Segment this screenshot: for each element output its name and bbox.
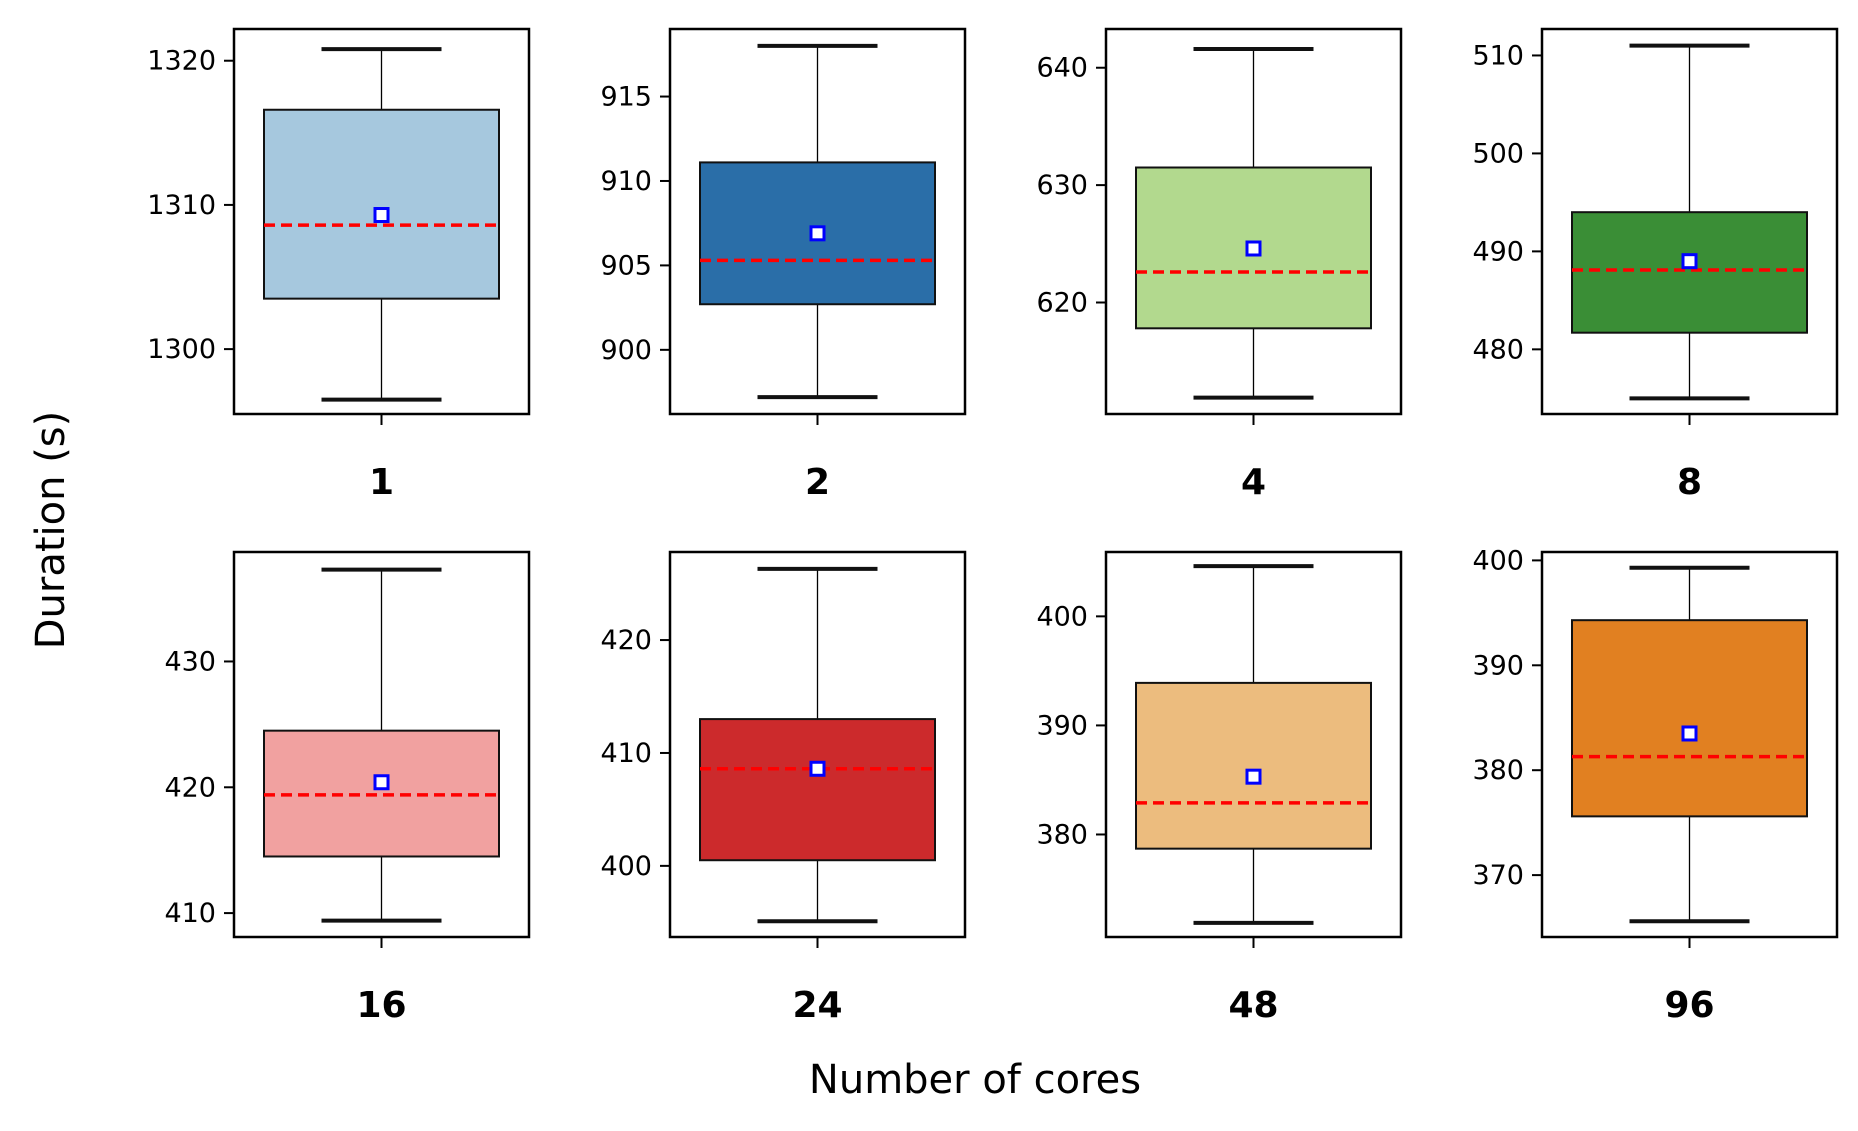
category-label: 4 xyxy=(1241,462,1266,503)
category-label: 24 xyxy=(792,985,842,1026)
y-tick-label: 400 xyxy=(1036,601,1088,632)
y-tick-label: 630 xyxy=(1036,170,1088,201)
y-tick-label: 490 xyxy=(1472,236,1524,267)
box-panel-48: 380 390 400 48 xyxy=(1036,550,1403,1026)
y-tick-label: 400 xyxy=(1472,545,1524,576)
mean-marker xyxy=(373,207,390,224)
box-panel-4: 620 630 640 4 xyxy=(1036,27,1403,503)
y-tick-label: 420 xyxy=(600,625,652,656)
mean-marker xyxy=(1681,725,1698,742)
iqr-box xyxy=(1571,619,1808,818)
category-label: 96 xyxy=(1664,985,1714,1026)
y-tick-label: 905 xyxy=(600,250,652,281)
y-tick-label: 390 xyxy=(1472,650,1524,681)
y-tick-label: 1310 xyxy=(147,190,216,221)
y-tick-label: 380 xyxy=(1036,819,1088,850)
y-tick-label: 400 xyxy=(600,851,652,882)
y-tick-label: 510 xyxy=(1472,40,1524,71)
y-tick-label: 430 xyxy=(164,646,216,677)
box-panel-1: 1300 1310 1320 1 xyxy=(147,27,531,503)
x-axis-title: Number of cores xyxy=(809,1057,1141,1103)
box-panel-24: 400 410 420 24 xyxy=(600,550,967,1026)
y-tick-label: 640 xyxy=(1036,53,1088,84)
box-panel-16: 410 420 430 16 xyxy=(164,550,531,1026)
y-tick-label: 390 xyxy=(1036,710,1088,741)
category-label: 1 xyxy=(369,462,394,503)
y-tick-label: 410 xyxy=(164,898,216,929)
y-tick-label: 370 xyxy=(1472,860,1524,891)
y-tick-label: 1300 xyxy=(147,334,216,365)
category-label: 16 xyxy=(356,985,406,1026)
y-tick-label: 1320 xyxy=(147,46,216,77)
mean-marker xyxy=(809,760,826,777)
y-tick-label: 900 xyxy=(600,335,652,366)
panel-grid: 1300131013201900905910915262063064044804… xyxy=(147,27,1839,1026)
y-tick-label: 420 xyxy=(164,772,216,803)
iqr-box xyxy=(263,108,500,300)
box-panel-8: 480 490 500 510 8 xyxy=(1472,27,1839,503)
mean-marker xyxy=(1681,253,1698,270)
y-tick-label: 380 xyxy=(1472,755,1524,786)
y-tick-label: 410 xyxy=(600,738,652,769)
y-tick-label: 480 xyxy=(1472,334,1524,365)
category-label: 8 xyxy=(1677,462,1702,503)
iqr-box xyxy=(699,718,936,862)
y-axis-title: Duration (s) xyxy=(28,411,74,650)
y-tick-label: 915 xyxy=(600,82,652,113)
mean-marker xyxy=(1245,240,1262,257)
category-label: 2 xyxy=(805,462,830,503)
y-tick-label: 620 xyxy=(1036,287,1088,318)
mean-marker xyxy=(809,225,826,242)
category-label: 48 xyxy=(1228,985,1278,1026)
iqr-box xyxy=(1571,211,1808,334)
box-panel-2: 900 905 910 915 2 xyxy=(600,27,967,503)
y-tick-label: 910 xyxy=(600,166,652,197)
mean-marker xyxy=(373,774,390,791)
iqr-box xyxy=(1135,681,1372,850)
mean-marker xyxy=(1245,768,1262,785)
box-panel-96: 370 380 390 400 96 xyxy=(1472,545,1839,1026)
iqr-box xyxy=(1135,166,1372,330)
y-tick-label: 500 xyxy=(1472,138,1524,169)
